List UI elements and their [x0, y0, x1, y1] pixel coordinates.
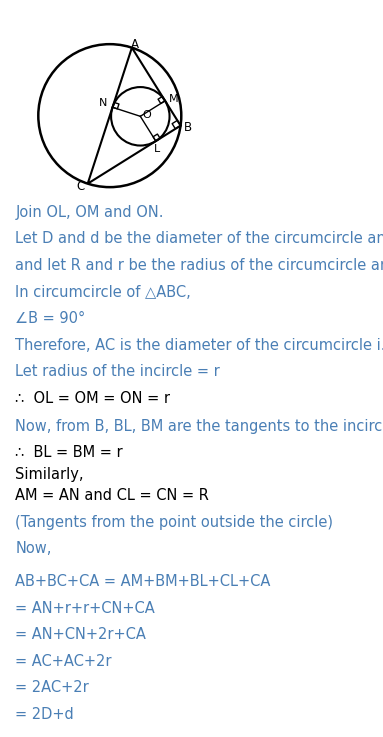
- Text: ∴  BL = BM = r: ∴ BL = BM = r: [15, 445, 123, 460]
- Text: = AN+r+r+CN+CA: = AN+r+r+CN+CA: [15, 601, 155, 615]
- Text: Therefore, AC is the diameter of the circumcircle i.e. AC = D: Therefore, AC is the diameter of the cir…: [15, 338, 383, 353]
- Text: ∴  OL = OM = ON = r: ∴ OL = OM = ON = r: [15, 391, 170, 406]
- Text: = 2D+d: = 2D+d: [15, 707, 74, 722]
- Text: ∠B = 90°: ∠B = 90°: [15, 311, 85, 326]
- Text: L: L: [154, 144, 160, 154]
- Text: = AN+CN+2r+CA: = AN+CN+2r+CA: [15, 627, 146, 642]
- Text: C: C: [76, 180, 84, 192]
- Text: Let D and d be the diameter of the circumcircle and incircle.: Let D and d be the diameter of the circu…: [15, 231, 383, 246]
- Text: = AC+AC+2r: = AC+AC+2r: [15, 654, 112, 668]
- Text: O: O: [142, 111, 151, 120]
- Text: Similarly,: Similarly,: [15, 467, 84, 482]
- Text: B: B: [184, 121, 192, 133]
- Text: Let radius of the incircle = r: Let radius of the incircle = r: [15, 364, 220, 380]
- Text: Join OL, OM and ON.: Join OL, OM and ON.: [15, 205, 164, 220]
- Text: (Tangents from the point outside the circle): (Tangents from the point outside the cir…: [15, 514, 333, 530]
- Text: Now, from B, BL, BM are the tangents to the incircle.: Now, from B, BL, BM are the tangents to …: [15, 419, 383, 433]
- Text: and let R and r be the radius of the circumcircle and incircle.: and let R and r be the radius of the cir…: [15, 258, 383, 273]
- Text: Now,: Now,: [15, 541, 52, 556]
- Text: AM = AN and CL = CN = R: AM = AN and CL = CN = R: [15, 488, 209, 503]
- Text: N: N: [99, 98, 108, 108]
- Text: AB+BC+CA = AM+BM+BL+CL+CA: AB+BC+CA = AM+BM+BL+CL+CA: [15, 574, 271, 589]
- Text: A: A: [131, 38, 139, 51]
- Text: = 2AC+2r: = 2AC+2r: [15, 680, 89, 695]
- Text: In circumcircle of △ABC,: In circumcircle of △ABC,: [15, 284, 191, 300]
- Text: M: M: [169, 94, 178, 105]
